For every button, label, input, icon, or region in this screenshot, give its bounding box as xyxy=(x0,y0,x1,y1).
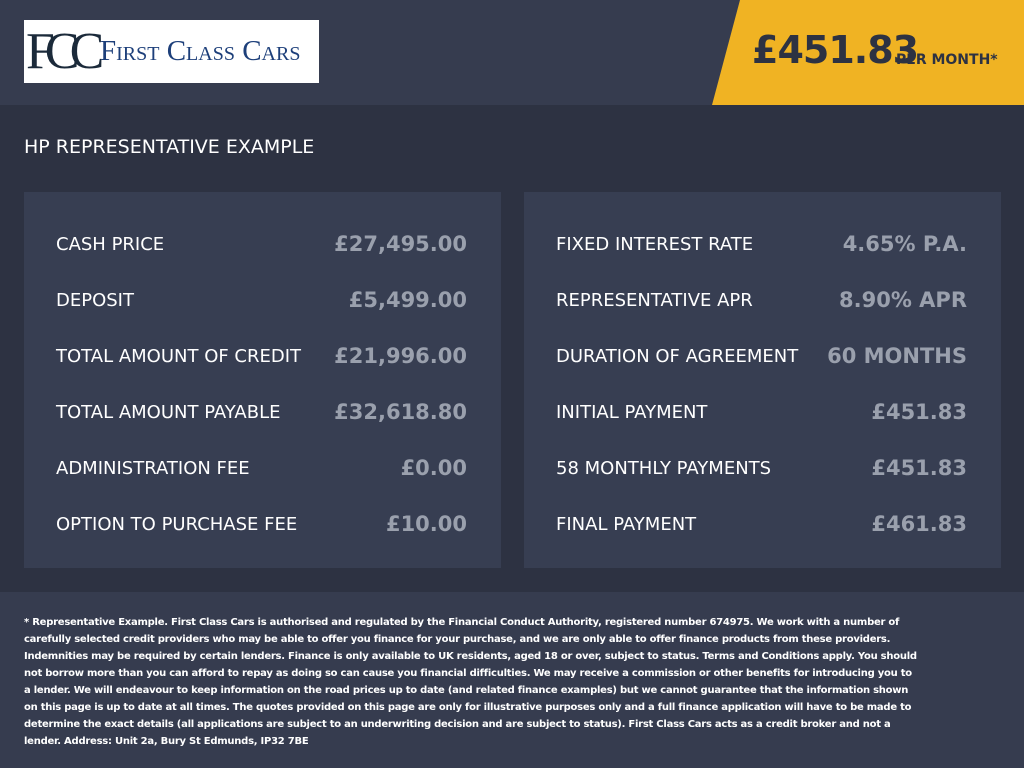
row-label: DEPOSIT xyxy=(56,289,134,311)
finance-panel: CASH PRICE £27,495.00 DEPOSIT £5,499.00 TOTA… xyxy=(24,192,501,568)
finance-row: INITIAL PAYMENT £451.83 xyxy=(556,397,967,427)
row-label: TOTAL AMOUNT PAYABLE xyxy=(56,401,281,423)
row-value: £451.83 xyxy=(871,400,967,424)
finance-row: TOTAL AMOUNT PAYABLE £32,618.80 xyxy=(56,397,467,427)
finance-row: DURATION OF AGREEMENT 60 MONTHS xyxy=(556,341,967,371)
row-label: DURATION OF AGREEMENT xyxy=(556,345,799,367)
row-label: 58 MONTHLY PAYMENTS xyxy=(556,457,772,479)
disclaimer: * Representative Example. First Class Ca… xyxy=(24,617,917,747)
row-label: FINAL PAYMENT xyxy=(556,513,697,535)
row-label: OPTION TO PURCHASE FEE xyxy=(56,513,298,535)
section-title: HP REPRESENTATIVE EXAMPLE xyxy=(24,136,315,158)
logo: FCC First Class Cars xyxy=(24,20,319,83)
row-value: £0.00 xyxy=(400,456,467,480)
row-value: £5,499.00 xyxy=(348,288,467,312)
finance-panel: FIXED INTEREST RATE 4.65% P.A. REPRESENTAT… xyxy=(524,192,1001,568)
finance-row: TOTAL AMOUNT OF CREDIT £21,996.00 xyxy=(56,341,467,371)
finance-row: FIXED INTEREST RATE 4.65% P.A. xyxy=(556,229,967,259)
price-badge xyxy=(712,0,1024,105)
row-value: £451.83 xyxy=(871,456,967,480)
row-label: REPRESENTATIVE APR xyxy=(556,289,753,311)
logo-monogram: FCC xyxy=(26,23,104,80)
row-value: £461.83 xyxy=(871,512,967,536)
row-label: FIXED INTEREST RATE xyxy=(556,233,754,255)
price-note: PER MONTH* xyxy=(896,52,998,68)
row-value: 4.65% P.A. xyxy=(842,232,967,256)
row-value: 8.90% APR xyxy=(839,288,967,312)
row-value: £32,618.80 xyxy=(334,400,467,424)
monthly-price: £451.83 xyxy=(752,28,919,72)
row-label: ADMINISTRATION FEE xyxy=(56,457,250,479)
row-value: 60 MONTHS xyxy=(827,344,967,368)
finance-row: OPTION TO PURCHASE FEE £10.00 xyxy=(56,509,467,539)
header-bar: FCC First Class Cars £451.83 PER MONTH* xyxy=(0,0,1024,105)
row-label: CASH PRICE xyxy=(56,233,165,255)
finance-row: DEPOSIT £5,499.00 xyxy=(56,285,467,315)
row-value: £27,495.00 xyxy=(334,232,467,256)
row-label: INITIAL PAYMENT xyxy=(556,401,708,423)
finance-row: REPRESENTATIVE APR 8.90% APR xyxy=(556,285,967,315)
finance-row: FINAL PAYMENT £461.83 xyxy=(556,509,967,539)
logo-name: First Class Cars xyxy=(100,35,301,67)
finance-row: 58 MONTHLY PAYMENTS £451.83 xyxy=(556,453,967,483)
row-value: £21,996.00 xyxy=(334,344,467,368)
footer: * Representative Example. First Class Ca… xyxy=(0,592,1024,768)
finance-row: CASH PRICE £27,495.00 xyxy=(56,229,467,259)
finance-row: ADMINISTRATION FEE £0.00 xyxy=(56,453,467,483)
row-value: £10.00 xyxy=(385,512,467,536)
row-label: TOTAL AMOUNT OF CREDIT xyxy=(56,345,302,367)
